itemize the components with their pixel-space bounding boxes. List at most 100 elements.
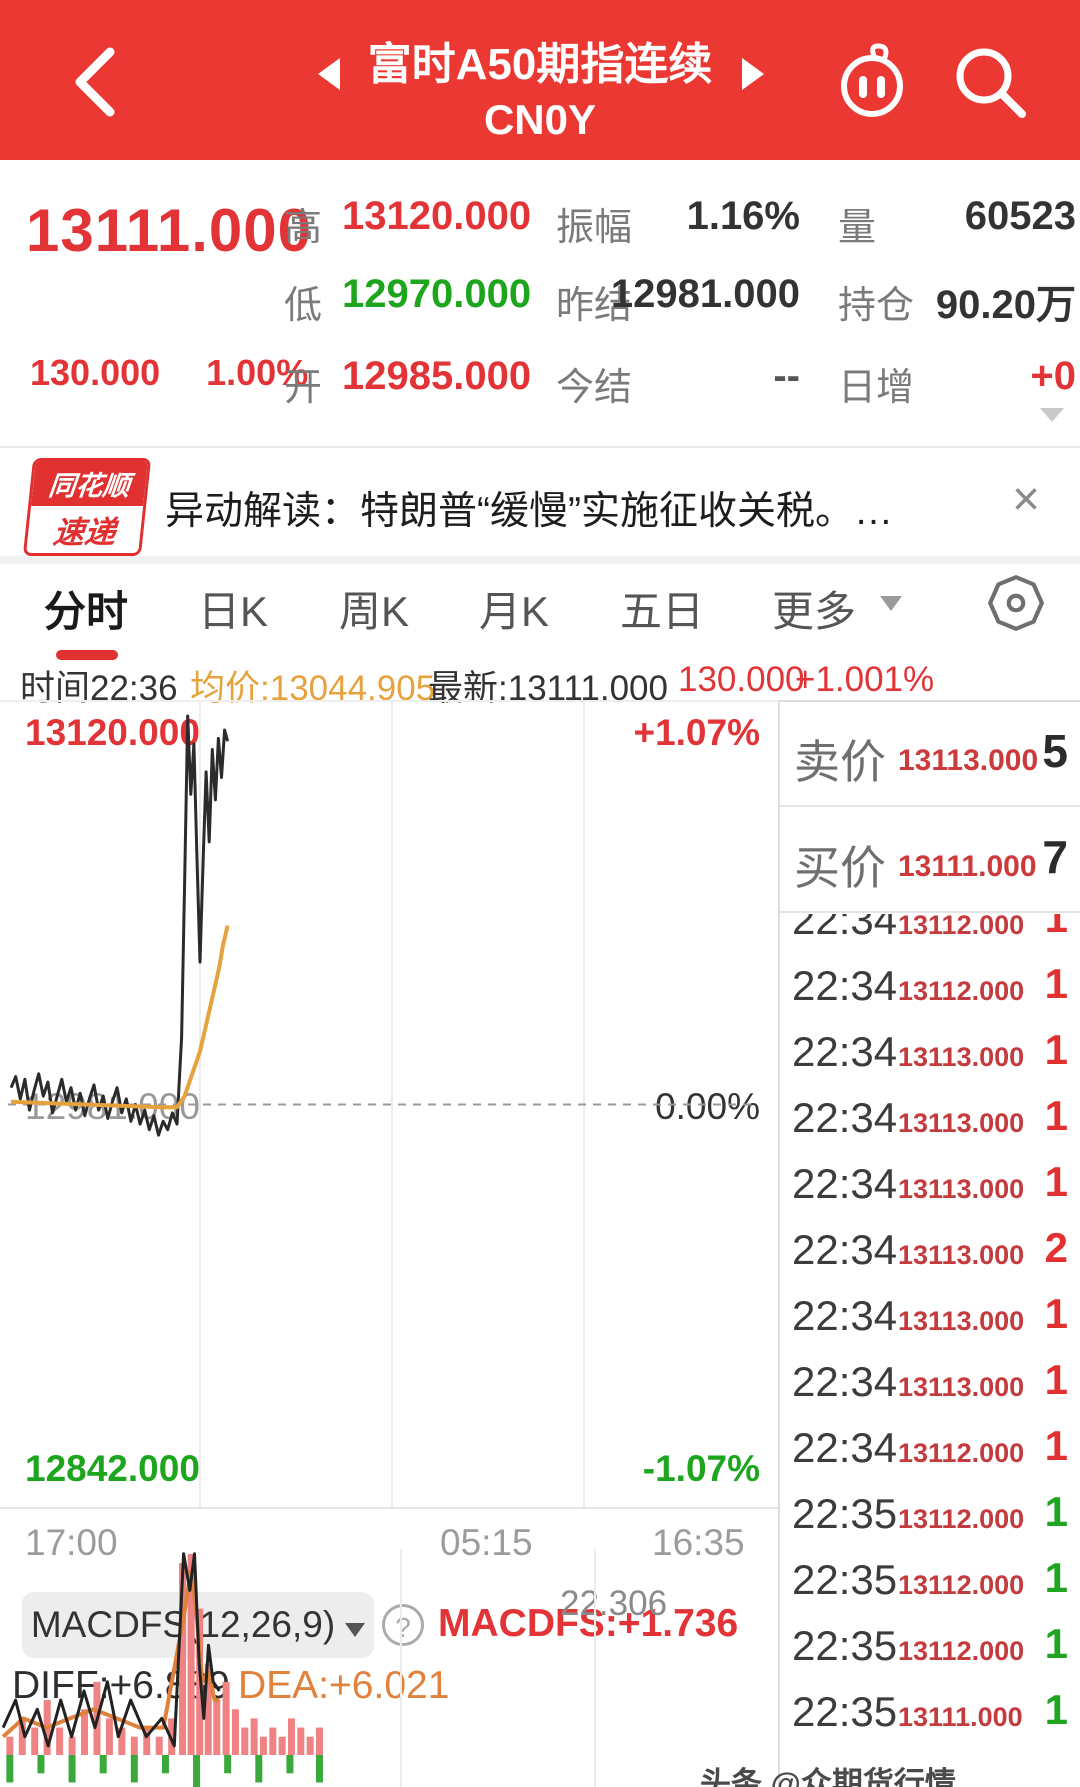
settle-label: 今结	[556, 367, 633, 409]
tick-time: 22:35	[792, 1556, 898, 1603]
tick-row[interactable]: 22:34 13112.000 1	[780, 952, 1080, 1018]
price-change: 130.000	[30, 352, 161, 393]
price-change-pct: 1.00%	[206, 352, 309, 393]
tick-price: 13112.000	[898, 976, 1025, 1006]
header-bar: 富时A50期指连续 CN0Y	[0, 0, 1080, 160]
tick-time: 22:35	[792, 1688, 898, 1735]
tick-price: 13113.000	[898, 1372, 1025, 1402]
tick-volume: 2	[1044, 1224, 1068, 1271]
macd-axis-max: 22.306	[560, 1584, 668, 1623]
prev-instrument-icon[interactable]	[318, 58, 340, 90]
tab-weekly-k[interactable]: 周K	[339, 588, 410, 635]
chart-high-pct: +1.07%	[633, 712, 760, 753]
oi-change-label: 日增	[838, 367, 915, 409]
tick-volume: 1	[1044, 1092, 1068, 1139]
tick-time: 22:34	[792, 1292, 898, 1339]
tick-time: 22:34	[792, 1226, 898, 1273]
open-value: 12985.000	[342, 354, 532, 398]
buy-label: 买价	[794, 842, 886, 894]
tick-price: 13113.000	[898, 1108, 1025, 1138]
tick-volume: 1	[1044, 914, 1068, 941]
tick-row[interactable]: 22:35 13112.000 1	[780, 1612, 1080, 1678]
expand-quote-icon[interactable]	[1040, 408, 1064, 422]
tick-price: 13112.000	[898, 1438, 1025, 1468]
tick-volume: 1	[1044, 1356, 1068, 1403]
prev-settle-value: 12981.000	[610, 272, 800, 316]
tab-five-day[interactable]: 五日	[620, 588, 705, 635]
order-book-panel: 卖价 13113.000 5 买价 13111.000 7 22:34 13112…	[778, 700, 1080, 1787]
ths-express-logo: 同花顺 速递	[22, 458, 152, 556]
divider	[0, 556, 1080, 564]
last-price: 13111.000	[26, 197, 313, 264]
tick-time: 22:35	[792, 1490, 898, 1537]
chart-settings-icon[interactable]	[985, 572, 1047, 634]
tick-row[interactable]: 22:34 13113.000 1	[780, 1282, 1080, 1348]
open-interest-value: 90.20万	[935, 283, 1076, 327]
tick-time: 22:34	[792, 1028, 898, 1075]
tick-price: 13111.000	[898, 1702, 1023, 1732]
buy-price-row[interactable]: 买价 13111.000 7	[780, 808, 1080, 910]
xaxis-start: 17:00	[25, 1522, 118, 1563]
chart-high-label: 13120.000	[25, 712, 200, 753]
tick-row[interactable]: 22:35 13112.000 1	[780, 1480, 1080, 1546]
active-tab-underline	[56, 650, 118, 660]
tick-list[interactable]: 22:34 13112.000 1 22:34 13112.000 1 22:34 13113…	[780, 914, 1080, 1787]
tick-time: 22:35	[792, 1622, 898, 1669]
tick-volume: 1	[1044, 1290, 1068, 1337]
page-title: 富时A50期指连续	[367, 40, 713, 89]
tick-row[interactable]: 22:34 13113.000 1	[780, 1084, 1080, 1150]
macdfs-value: MACDFS:+1.736	[438, 1602, 739, 1645]
tick-row[interactable]: 22:35 13112.000 1	[780, 1546, 1080, 1612]
next-instrument-icon[interactable]	[742, 58, 764, 90]
back-icon[interactable]	[66, 44, 126, 120]
logo-bottom-text: 速递	[26, 506, 144, 553]
tab-daily-k[interactable]: 日K	[198, 588, 269, 635]
minute-chart-area[interactable]	[0, 700, 778, 1509]
sell-price-row[interactable]: 卖价 13113.000 5	[780, 702, 1080, 804]
macd-indicator-selector[interactable]: MACDFS(12,26,9)	[22, 1592, 374, 1658]
tab-monthly-k[interactable]: 月K	[479, 588, 550, 635]
tick-price: 13112.000	[898, 914, 1025, 940]
search-icon[interactable]	[948, 40, 1032, 124]
tick-row[interactable]: 22:34 13113.000 1	[780, 1150, 1080, 1216]
volume-label: 量	[838, 207, 877, 249]
chart-zero-pct: 0.00%	[655, 1086, 760, 1127]
high-label: 高	[284, 207, 323, 249]
amplitude-label: 振幅	[556, 207, 633, 249]
tick-row[interactable]: 22:34 13113.000 1	[780, 1018, 1080, 1084]
tab-more[interactable]: 更多	[772, 588, 857, 635]
diff-value: DIFF:+6.889	[12, 1664, 230, 1707]
dea-value: DEA:+6.021	[238, 1664, 450, 1707]
news-ticker-text[interactable]: 异动解读：特朗普“缓慢”实施征收关税。…	[165, 490, 893, 533]
tick-row[interactable]: 22:34 13112.000 1	[780, 914, 1080, 952]
tab-minute[interactable]: 分时	[44, 588, 129, 635]
close-icon[interactable]: ×	[1012, 473, 1041, 526]
tick-row[interactable]: 22:35 13111.000 1	[780, 1678, 1080, 1744]
macd-caret-icon	[345, 1623, 366, 1637]
tick-row[interactable]: 22:34 13113.000 2	[780, 1216, 1080, 1282]
volume-value: 60523	[964, 194, 1076, 238]
open-interest-label: 持仓	[838, 285, 915, 327]
help-icon[interactable]: ?	[382, 1604, 424, 1646]
tick-time: 22:34	[792, 1424, 898, 1471]
tick-price: 13113.000	[898, 1306, 1025, 1336]
tick-volume: 1	[1044, 1026, 1068, 1073]
tick-volume: 1	[1044, 1620, 1068, 1667]
open-label: 开	[284, 367, 323, 409]
price-change-row: 130.000 1.00%	[30, 352, 354, 394]
macd-pill-label: MACDFS(12,26,9)	[30, 1604, 336, 1645]
watermark-text: 头条 @众期货行情	[700, 1766, 956, 1787]
sell-volume: 5	[1042, 725, 1068, 777]
divider	[780, 911, 1080, 913]
low-value: 12970.000	[342, 272, 532, 316]
xaxis-end: 16:35	[652, 1522, 745, 1563]
tick-time: 22:34	[792, 1094, 898, 1141]
settle-value: --	[773, 354, 800, 398]
tick-row[interactable]: 22:34 13113.000 1	[780, 1348, 1080, 1414]
tick-row[interactable]: 22:34 13112.000 1	[780, 1414, 1080, 1480]
robot-assistant-icon[interactable]	[832, 38, 912, 122]
tick-volume: 1	[1044, 1488, 1068, 1535]
tick-volume: 1	[1044, 1554, 1068, 1601]
tick-price: 13113.000	[898, 1174, 1025, 1204]
divider	[0, 446, 1080, 448]
